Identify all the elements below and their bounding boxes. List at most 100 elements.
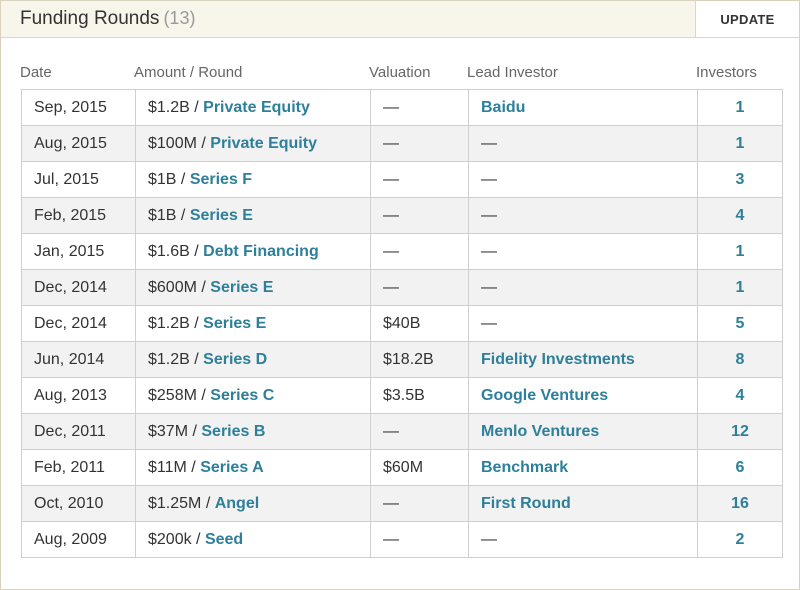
amount-round-cell: $100M / Private Equity [135,125,371,162]
investors-count-link[interactable]: 16 [731,494,749,512]
investors-count-link[interactable]: 3 [735,170,745,188]
amount-round-separator: / [196,386,211,404]
investors-count-link[interactable]: 4 [735,206,745,224]
investors-cell: 4 [697,197,783,234]
date-cell: Dec, 2011 [21,413,136,450]
lead-investor-cell: Baidu [468,89,698,126]
round-link[interactable]: Series E [203,314,267,332]
panel-header: Funding Rounds (13) UPDATE [1,1,799,38]
date-cell: Oct, 2010 [21,485,136,522]
date-cell: Jan, 2015 [21,233,136,270]
table-row: Jan, 2015 $1.6B / Debt Financing — —1 [21,233,783,270]
valuation-cell: — [370,269,469,306]
valuation-cell: — [370,521,469,558]
round-link[interactable]: Debt Financing [203,242,319,260]
date-cell: Feb, 2015 [21,197,136,234]
investors-cell: 3 [697,161,783,198]
round-link[interactable]: Series C [210,386,275,404]
lead-investor-text: — [481,314,497,332]
lead-investor-cell: — [468,125,698,162]
table-row: Jul, 2015 $1B / Series F — —3 [21,161,783,198]
amount-text: $37M [148,422,189,440]
round-link[interactable]: Series B [201,422,266,440]
column-header-amount-round: Amount / Round [134,64,243,81]
amount-round-cell: $1.2B / Series E [135,305,371,342]
funding-rounds-table: Sep, 2015 $1.2B / Private Equity — Baidu 1 Au… [21,89,783,558]
table-body: Sep, 2015 $1.2B / Private Equity — Baidu 1 Au… [21,89,783,558]
amount-round-separator: / [189,242,204,260]
amount-text: $1B [148,170,177,188]
valuation-cell: — [370,233,469,270]
investors-count-link[interactable]: 1 [735,242,745,260]
date-cell: Jul, 2015 [21,161,136,198]
amount-text: $1.2B [148,350,190,368]
round-link[interactable]: Series D [203,350,268,368]
investors-cell: 1 [697,89,783,126]
lead-investor-link[interactable]: First Round [481,494,571,512]
lead-investor-cell: Google Ventures [468,377,698,414]
table-row: Aug, 2009 $200k / Seed — —2 [21,521,783,558]
rounds-count: (13) [163,8,196,28]
amount-round-separator: / [196,278,211,296]
date-cell: Aug, 2015 [21,125,136,162]
lead-investor-cell: — [468,305,698,342]
lead-investor-text: — [481,170,497,188]
investors-count-link[interactable]: 6 [735,458,745,476]
amount-text: $1.25M [148,494,202,512]
amount-round-separator: / [191,530,205,548]
date-cell: Dec, 2014 [21,305,136,342]
update-button[interactable]: UPDATE [695,1,799,37]
lead-investor-text: — [481,530,497,548]
lead-investor-link[interactable]: Google Ventures [481,386,609,404]
investors-count-link[interactable]: 8 [735,350,745,368]
investors-count-link[interactable]: 1 [735,278,745,296]
round-link[interactable]: Series E [210,278,274,296]
amount-round-cell: $11M / Series A [135,449,371,486]
table-row: Jun, 2014 $1.2B / Series D $18.2B Fidelity … [21,341,783,378]
investors-count-link[interactable]: 1 [735,98,745,116]
round-link[interactable]: Series E [189,206,253,224]
amount-text: $1.2B [148,314,190,332]
investors-cell: 8 [697,341,783,378]
table-row: Feb, 2015 $1B / Series E — —4 [21,197,783,234]
lead-investor-link[interactable]: Menlo Ventures [481,422,600,440]
valuation-cell: — [370,125,469,162]
amount-round-cell: $1.2B / Private Equity [135,89,371,126]
investors-cell: 1 [697,269,783,306]
round-link[interactable]: Private Equity [203,98,310,116]
investors-cell: 16 [697,485,783,522]
title-text: Funding Rounds [20,8,160,29]
amount-round-cell: $200k / Seed [135,521,371,558]
round-link[interactable]: Series A [200,458,264,476]
table-row: Feb, 2011 $11M / Series A $60M Benchmark 6 [21,449,783,486]
lead-investor-cell: First Round [468,485,698,522]
investors-cell: 1 [697,125,783,162]
lead-investor-cell: — [468,197,698,234]
valuation-cell: — [370,197,469,234]
investors-count-link[interactable]: 5 [735,314,745,332]
round-link[interactable]: Angel [214,494,260,512]
valuation-cell: $40B [370,305,469,342]
table-row: Dec, 2014 $600M / Series E — —1 [21,269,783,306]
investors-count-link[interactable]: 2 [735,530,745,548]
amount-round-cell: $1.2B / Series D [135,341,371,378]
table-row: Aug, 2013 $258M / Series C $3.5B Google Ven… [21,377,783,414]
round-link[interactable]: Private Equity [210,134,317,152]
valuation-cell: — [370,413,469,450]
column-header-date: Date [20,64,52,81]
lead-investor-link[interactable]: Benchmark [481,458,569,476]
date-cell: Jun, 2014 [21,341,136,378]
investors-cell: 4 [697,377,783,414]
lead-investor-link[interactable]: Fidelity Investments [481,350,635,368]
round-link[interactable]: Seed [204,530,244,548]
investors-count-link[interactable]: 4 [735,386,745,404]
round-link[interactable]: Series F [189,170,253,188]
lead-investor-cell: Menlo Ventures [468,413,698,450]
lead-investor-cell: Benchmark [468,449,698,486]
column-header-lead-investor: Lead Investor [467,64,558,81]
investors-count-link[interactable]: 1 [735,134,745,152]
investors-count-link[interactable]: 12 [731,422,749,440]
table-row: Sep, 2015 $1.2B / Private Equity — Baidu 1 [21,89,783,126]
lead-investor-cell: — [468,233,698,270]
lead-investor-link[interactable]: Baidu [481,98,526,116]
